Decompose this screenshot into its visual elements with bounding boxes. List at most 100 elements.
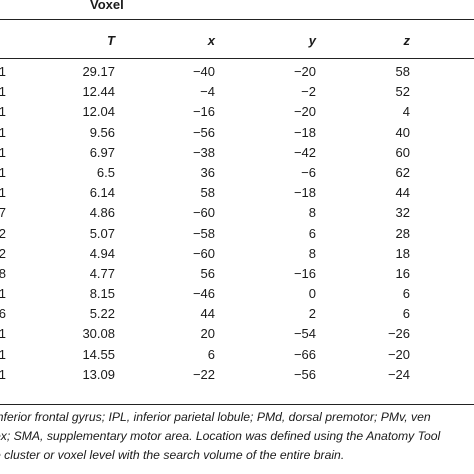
row-label: 01 <box>0 185 6 201</box>
table-row: 01 6.14 58 −18 44 <box>0 182 474 202</box>
footnote-line: e cluster or voxel level with the search… <box>0 448 345 462</box>
cell-x: 6 <box>207 346 215 362</box>
table-row: 48 4.77 56 −16 16 <box>0 263 474 283</box>
cell-z: 32 <box>395 205 410 221</box>
footnote-line: ex; SMA, supplementary motor area. Locat… <box>0 429 441 443</box>
cell-z: 4 <box>402 104 410 120</box>
cell-x: −56 <box>192 124 215 140</box>
table-row: 01 6.5 36 −6 62 <box>0 162 474 182</box>
cell-t: 12.04 <box>82 104 115 120</box>
cell-t: 12.44 <box>82 84 115 100</box>
row-label: 27 <box>0 205 6 221</box>
cell-y: −20 <box>293 104 316 120</box>
table-row: 01 9.56 −56 −18 40 <box>0 122 474 142</box>
cell-x: 44 <box>200 306 215 322</box>
cell-z: 40 <box>395 124 410 140</box>
row-label: 01 <box>0 286 6 302</box>
cell-y: −16 <box>293 265 316 281</box>
cell-y: −6 <box>301 164 316 180</box>
cell-z: 44 <box>395 185 410 201</box>
cell-y: 8 <box>308 205 316 221</box>
row-label: 12 <box>0 225 6 241</box>
cell-x: −16 <box>192 104 215 120</box>
cell-z: −20 <box>387 346 410 362</box>
cell-t: 29.17 <box>82 64 115 79</box>
cell-z: 6 <box>402 306 410 322</box>
cell-t: 5.22 <box>89 306 115 322</box>
row-label: 01 <box>0 104 6 120</box>
cell-z: 52 <box>395 84 410 100</box>
bottom-rule <box>0 404 474 405</box>
cell-t: 4.77 <box>89 265 115 281</box>
cell-y: 8 <box>308 245 316 261</box>
cell-z: 16 <box>395 265 410 281</box>
row-label: 01 <box>0 64 6 79</box>
row-label: 48 <box>0 265 6 281</box>
cell-y: −2 <box>301 84 316 100</box>
column-headers: T x y z <box>0 22 474 56</box>
cell-y: −42 <box>293 144 316 160</box>
cell-z: 58 <box>395 64 410 79</box>
cell-t: 5.07 <box>89 225 115 241</box>
cell-t: 8.15 <box>89 286 115 302</box>
cell-y: −18 <box>293 185 316 201</box>
column-header-y: y <box>308 33 316 48</box>
table-row: 01 13.09 −22 −56 −24 <box>0 364 474 384</box>
row-label: 01 <box>0 84 6 100</box>
table-row: 06 5.22 44 2 6 <box>0 303 474 323</box>
cell-z: 18 <box>395 245 410 261</box>
cell-y: 0 <box>308 286 316 302</box>
cell-x: −40 <box>192 64 215 79</box>
cell-t: 6.5 <box>96 164 115 180</box>
table-row: 01 30.08 20 −54 −26 <box>0 323 474 343</box>
cell-y: −56 <box>293 366 316 382</box>
cell-z: −24 <box>387 366 410 382</box>
row-label: 06 <box>0 306 6 322</box>
column-header-x: x <box>207 33 215 48</box>
cell-y: −18 <box>293 124 316 140</box>
cell-z: 28 <box>395 225 410 241</box>
cell-x: −38 <box>192 144 215 160</box>
cell-z: −26 <box>387 326 410 342</box>
table-body: 01 29.17 −40 −20 58 01 12.44 −4 −2 52 01 12.04 −16 −2… <box>0 61 474 384</box>
cell-t: 9.56 <box>89 124 115 140</box>
row-label: 2 <box>0 245 6 261</box>
cell-x: −60 <box>192 205 215 221</box>
row-label: 01 <box>0 366 6 382</box>
cell-x: 36 <box>200 164 215 180</box>
table-row: 01 12.44 −4 −2 52 <box>0 81 474 101</box>
cell-x: −4 <box>200 84 215 100</box>
cell-x: −22 <box>192 366 215 382</box>
cell-x: −60 <box>192 245 215 261</box>
cell-x: 56 <box>200 265 215 281</box>
cell-z: 62 <box>395 164 410 180</box>
cell-x: −58 <box>192 225 215 241</box>
table-row: 12 5.07 −58 6 28 <box>0 223 474 243</box>
cell-t: 30.08 <box>82 326 115 342</box>
table-row: 01 29.17 −40 −20 58 <box>0 61 474 81</box>
table-row: 2 4.94 −60 8 18 <box>0 243 474 263</box>
cell-x: −46 <box>192 286 215 302</box>
voxel-group-header: Voxel <box>90 0 124 12</box>
cell-z: 60 <box>395 144 410 160</box>
row-label: 01 <box>0 164 6 180</box>
cell-y: −20 <box>293 64 316 79</box>
table-row: 01 6.97 −38 −42 60 <box>0 142 474 162</box>
cell-t: 4.94 <box>89 245 115 261</box>
column-header-t: T <box>107 33 115 48</box>
row-label: 01 <box>0 124 6 140</box>
cell-y: −54 <box>293 326 316 342</box>
row-label: 01 <box>0 326 6 342</box>
table-row: 01 12.04 −16 −20 4 <box>0 101 474 121</box>
cell-x: 58 <box>200 185 215 201</box>
cell-z: 6 <box>402 286 410 302</box>
cell-y: 6 <box>308 225 316 241</box>
column-header-z: z <box>403 33 411 48</box>
row-label: 01 <box>0 144 6 160</box>
table-row: 27 4.86 −60 8 32 <box>0 202 474 222</box>
table-row: 01 14.55 6 −66 −20 <box>0 344 474 364</box>
cell-y: 2 <box>308 306 316 322</box>
table-footnotes: inferior frontal gyrus; IPL, inferior pa… <box>0 408 474 465</box>
row-label: 01 <box>0 346 6 362</box>
cell-t: 6.97 <box>89 144 115 160</box>
